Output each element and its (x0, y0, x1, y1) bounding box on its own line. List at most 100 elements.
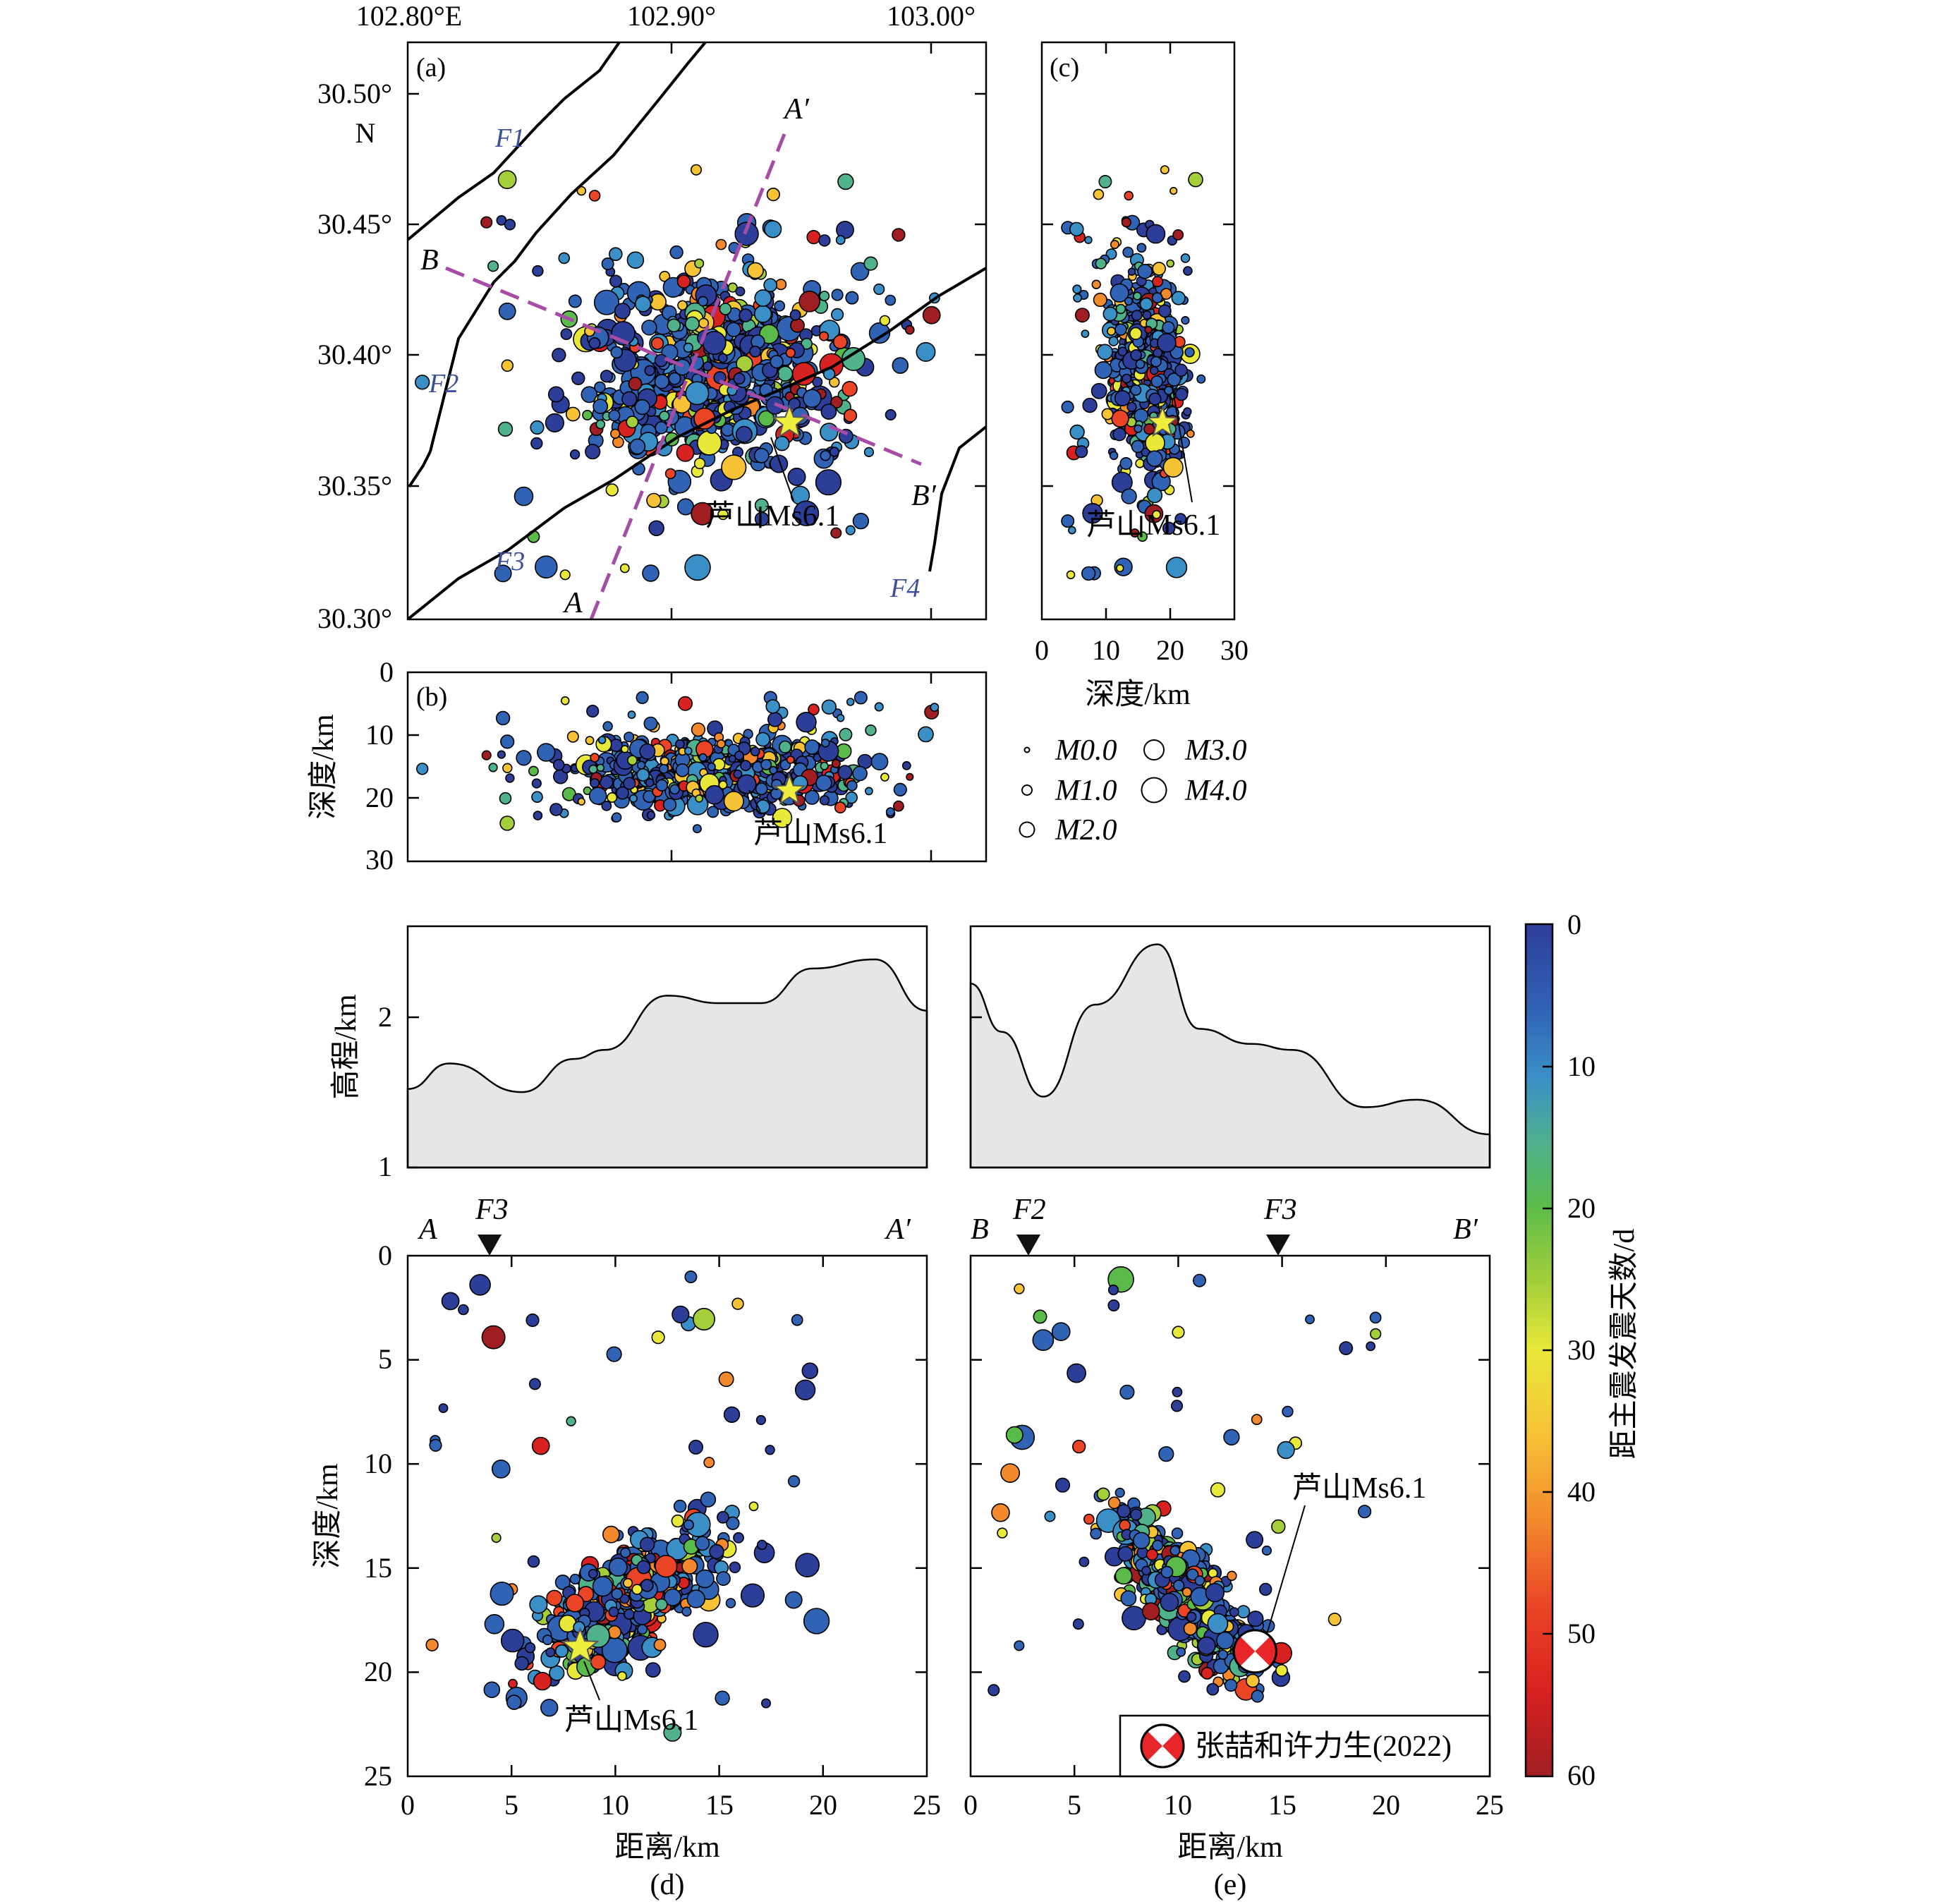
event-marker (1014, 1283, 1025, 1294)
fault-f1 (408, 42, 621, 241)
event-marker (498, 302, 516, 320)
event-marker (660, 756, 669, 766)
mainshock-star (771, 404, 808, 438)
event-marker (740, 760, 751, 772)
event-marker (843, 408, 858, 423)
event-marker (820, 404, 837, 420)
event-marker (1082, 502, 1103, 524)
event-marker (796, 711, 817, 733)
event-marker (438, 1403, 449, 1413)
panel-b-frame (406, 671, 988, 863)
panel-c-mainshock-label: 芦山Ms6.1 (1086, 509, 1220, 542)
panel-d-elev-ylabel: 高程/km (330, 994, 363, 1100)
event-marker (1108, 336, 1119, 346)
event-marker (634, 296, 652, 313)
lat-unit: N (356, 117, 376, 149)
panel-d-elevation-area (406, 958, 928, 1169)
event-marker (1174, 387, 1189, 401)
event-marker (624, 732, 635, 743)
event-marker (441, 1292, 460, 1311)
lon-tick-3: 103.00° (887, 0, 976, 32)
panel-e-mainshock-beachball (1232, 1629, 1277, 1674)
panel-d-ticks (408, 1256, 927, 1776)
event-marker (1162, 521, 1176, 535)
event-marker (577, 797, 585, 806)
event-marker (1124, 190, 1134, 201)
profile-label-a-end: A′ (782, 93, 810, 126)
event-marker (593, 399, 609, 415)
event-marker (754, 511, 770, 527)
event-marker (815, 469, 842, 496)
event-marker (774, 435, 790, 451)
event-marker (1282, 1405, 1294, 1418)
event-marker (837, 173, 854, 190)
event-marker (681, 1558, 698, 1575)
event-marker (675, 763, 690, 777)
event-marker (601, 800, 612, 811)
event-marker (596, 763, 605, 772)
event-marker (1112, 427, 1126, 442)
event-marker (552, 348, 566, 363)
event-marker (1067, 1363, 1087, 1383)
event-marker (481, 1325, 506, 1350)
event-marker (1141, 1602, 1160, 1620)
event-marker (533, 1672, 552, 1691)
panel-e-xtick-25: 25 (1476, 1789, 1504, 1821)
event-marker (829, 447, 840, 457)
event-marker (1151, 1539, 1164, 1551)
event-marker (723, 791, 744, 812)
event-marker (721, 454, 747, 480)
event-marker (892, 357, 909, 374)
event-marker (702, 330, 727, 355)
event-marker (750, 746, 760, 757)
event-marker (608, 247, 623, 262)
event-marker (650, 336, 664, 350)
event-marker (1186, 1611, 1197, 1623)
event-marker (1114, 1487, 1125, 1498)
panel-b-mainshock (772, 773, 806, 805)
event-marker (791, 1314, 803, 1326)
event-marker (1114, 323, 1127, 336)
event-marker (739, 308, 753, 322)
event-marker (698, 296, 708, 307)
panel-e-fault-f2-marker (1016, 1235, 1040, 1256)
event-marker (830, 308, 844, 322)
event-marker (1072, 1618, 1084, 1630)
panel-e-xtick-15: 15 (1268, 1789, 1296, 1821)
event-marker (787, 1475, 801, 1488)
event-marker (1151, 292, 1163, 303)
event-marker (1124, 296, 1134, 306)
event-marker (834, 801, 846, 814)
panel-d-frame (406, 1254, 928, 1778)
event-marker (634, 399, 650, 416)
event-marker (499, 815, 515, 831)
event-marker (885, 408, 897, 420)
event-marker (602, 721, 613, 732)
event-marker (818, 234, 831, 247)
fault-label-f4: F4 (889, 574, 920, 603)
event-marker (617, 1670, 627, 1681)
event-marker (778, 740, 792, 753)
event-marker (1131, 310, 1143, 321)
event-marker (659, 270, 671, 282)
event-marker (684, 316, 700, 332)
event-marker (1133, 1532, 1150, 1550)
event-marker (1275, 1663, 1288, 1677)
panel-e-start: B (971, 1213, 989, 1246)
event-marker (831, 758, 841, 768)
panel-d-xtick-25: 25 (913, 1789, 941, 1821)
event-marker (1181, 316, 1190, 325)
event-marker (1101, 408, 1114, 420)
event-marker (589, 778, 600, 789)
event-marker (1162, 321, 1175, 334)
event-marker (804, 789, 820, 805)
event-marker (852, 765, 868, 782)
panel-e-fault-f3-marker (1266, 1235, 1290, 1256)
event-marker (1136, 243, 1147, 253)
event-marker (681, 1606, 692, 1617)
event-marker (1082, 397, 1098, 413)
event-marker (1271, 1519, 1286, 1534)
event-marker (672, 1305, 690, 1323)
event-marker (1120, 1590, 1137, 1607)
event-marker (610, 346, 624, 359)
